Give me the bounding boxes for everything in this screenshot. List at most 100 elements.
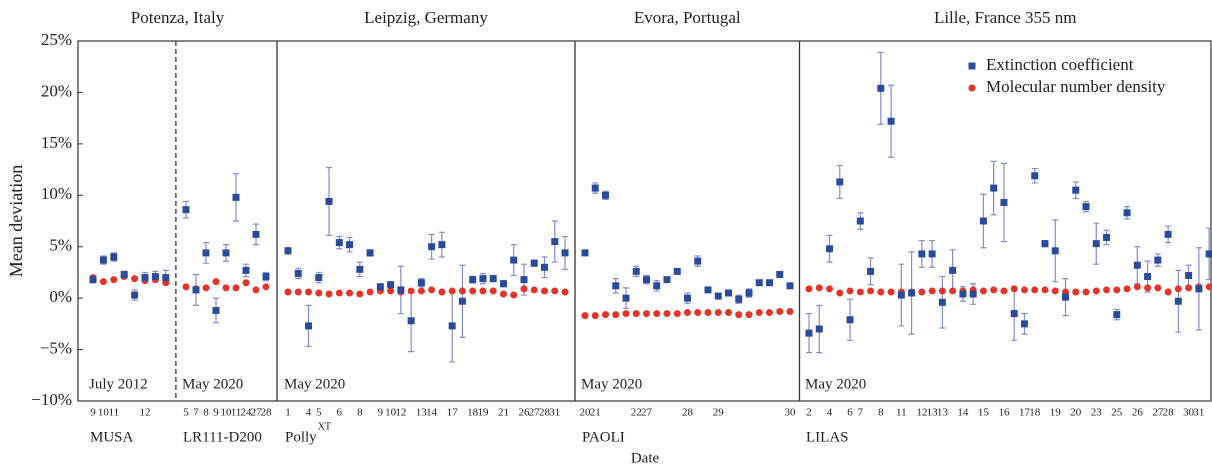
- extinction-point: [499, 280, 507, 288]
- extinction-point: [725, 289, 732, 297]
- extinction-point: [776, 270, 784, 278]
- extinction-point: [162, 274, 170, 282]
- extinction-point: [407, 317, 415, 325]
- extinction-point: [673, 267, 681, 275]
- extinction-point: [232, 193, 240, 201]
- extinction-point: [714, 292, 722, 300]
- x-axis-label: Date: [631, 450, 660, 466]
- molecular-point: [294, 288, 302, 296]
- extinction-point: [89, 276, 97, 284]
- y-tick-label: 25%: [41, 30, 72, 49]
- extinction-point: [242, 266, 250, 274]
- molecular-point: [704, 309, 712, 317]
- extinction-point: [417, 279, 425, 287]
- extinction-point: [1185, 272, 1193, 280]
- x-tick-label: 13: [927, 407, 939, 419]
- molecular-point: [846, 287, 854, 295]
- x-tick-label: 21: [498, 407, 509, 419]
- molecular-point: [479, 287, 487, 295]
- x-tick-label: 26: [1132, 407, 1144, 419]
- extinction-point: [622, 294, 630, 302]
- extinction-point: [1195, 285, 1203, 293]
- extinction-point: [591, 184, 599, 192]
- molecular-point: [1154, 284, 1162, 292]
- extinction-point: [541, 263, 548, 271]
- extinction-point: [325, 197, 333, 205]
- x-tick-label: 30: [1183, 407, 1195, 419]
- instrument-label: LR111-D200: [183, 429, 262, 445]
- instrument-label: MUSA: [90, 429, 134, 445]
- molecular-point: [325, 290, 333, 298]
- molecular-point: [222, 284, 230, 292]
- x-tick-label: 31: [1193, 407, 1204, 419]
- molecular-point: [1051, 287, 1059, 295]
- extinction-point: [918, 250, 926, 258]
- legend-marker: [968, 62, 976, 70]
- molecular-point: [510, 291, 518, 299]
- extinction-point: [1031, 172, 1039, 180]
- extinction-point: [908, 289, 916, 297]
- period-label: May 2020: [182, 376, 243, 392]
- period-label: July 2012: [89, 376, 148, 392]
- extinction-point: [612, 282, 620, 290]
- molecular-point: [684, 309, 691, 317]
- x-tick-label: 9: [213, 407, 219, 419]
- x-tick-label: 13: [416, 407, 428, 419]
- extinction-point: [99, 256, 107, 264]
- molecular-point: [643, 310, 650, 318]
- y-tick-label: −5%: [40, 338, 72, 357]
- x-tick-label: 29: [713, 407, 725, 419]
- molecular-point: [745, 311, 753, 319]
- molecular-point: [1164, 288, 1172, 296]
- x-tick-label: 12: [140, 407, 151, 419]
- molecular-point: [805, 285, 813, 293]
- x-tick-label: 7: [193, 407, 199, 419]
- molecular-point: [867, 287, 875, 295]
- extinction-point: [684, 294, 691, 302]
- extinction-point: [1144, 273, 1152, 281]
- extinction-point: [479, 275, 487, 283]
- x-tick-label: 27: [251, 407, 263, 419]
- y-axis-label: Mean deviation: [6, 165, 26, 277]
- molecular-point: [346, 289, 354, 297]
- extinction-point: [602, 191, 609, 199]
- x-tick-label: 10: [221, 407, 233, 419]
- molecular-point: [755, 309, 763, 317]
- x-tick-label: 8: [878, 407, 884, 419]
- molecular-point: [1133, 283, 1141, 291]
- extinction-point: [745, 289, 753, 297]
- molecular-point: [387, 287, 395, 295]
- extinction-point: [1205, 250, 1212, 258]
- x-tick-label: 22: [631, 407, 642, 419]
- extinction-point: [356, 265, 364, 273]
- extinction-point: [1010, 310, 1018, 318]
- y-tick-label: 15%: [41, 133, 72, 152]
- y-tick-label: 5%: [49, 236, 72, 255]
- x-tick-label: 27: [641, 407, 653, 419]
- extinction-point: [520, 276, 528, 284]
- x-tick-label: 18: [1029, 407, 1041, 419]
- molecular-point: [632, 310, 640, 318]
- extinction-point: [663, 276, 671, 284]
- extinction-point: [846, 316, 854, 324]
- x-tick-label: 6: [847, 407, 853, 419]
- extinction-point: [1154, 256, 1162, 264]
- molecular-point: [622, 310, 630, 318]
- extinction-point: [294, 269, 302, 277]
- molecular-point: [417, 287, 425, 295]
- extinction-point: [856, 217, 864, 225]
- extinction-point: [766, 279, 773, 287]
- molecular-point: [663, 310, 671, 318]
- x-tick-label: 9: [378, 407, 384, 419]
- molecular-point: [1113, 286, 1121, 294]
- molecular-point: [918, 288, 926, 296]
- molecular-point: [673, 310, 681, 318]
- extinction-point: [1103, 233, 1111, 241]
- molecular-point: [499, 290, 507, 298]
- molecular-point: [1205, 283, 1212, 291]
- extinction-point: [192, 286, 200, 294]
- molecular-point: [561, 288, 569, 296]
- extinction-point: [458, 297, 466, 305]
- x-tick-label: 2: [806, 407, 812, 419]
